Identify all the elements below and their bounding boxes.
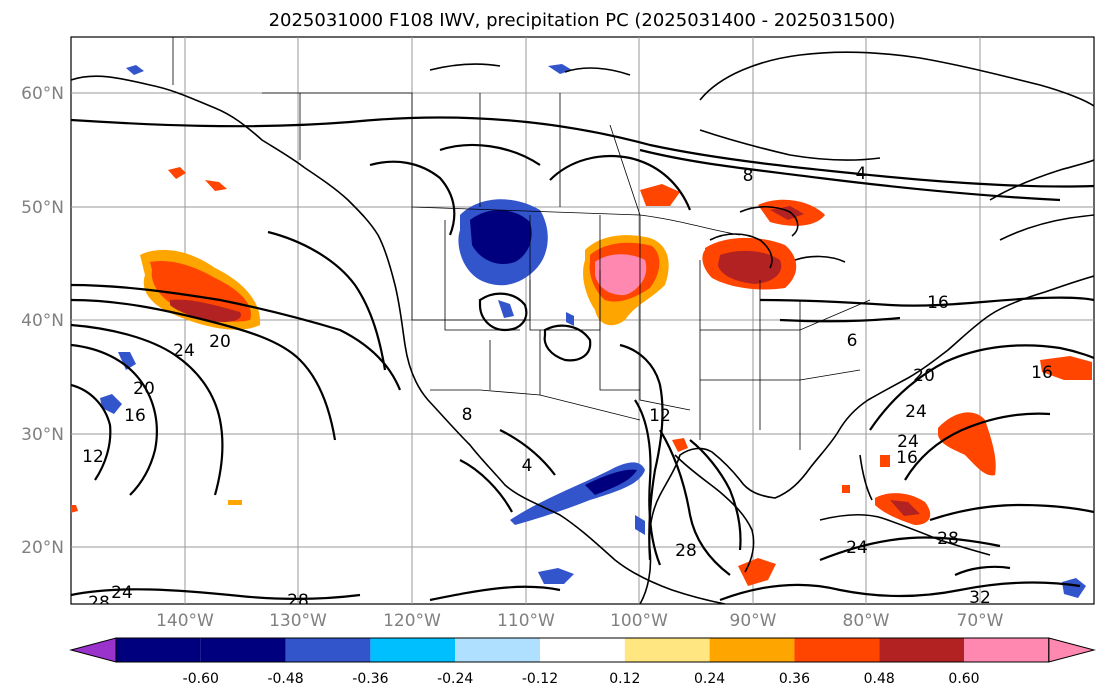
- graticule: [71, 37, 1094, 604]
- colorbar-swatch: [540, 638, 625, 662]
- colorbar-swatch: [879, 638, 964, 662]
- colorbar-label: -0.24: [437, 671, 473, 687]
- precip-positive-great-lakes: [702, 199, 825, 290]
- contour-labels: 24 20 20 16 12 24 28 28 8 4 16 16 6 20 2…: [82, 164, 1053, 613]
- colorbar-swatch: [624, 638, 710, 662]
- lon-label: 140°W: [156, 611, 214, 631]
- contour-label: 24: [905, 402, 927, 422]
- colorbar-swatch: [964, 638, 1049, 662]
- lon-label: 120°W: [383, 611, 441, 631]
- contour-label: 28: [937, 529, 959, 549]
- contour-label: 20: [209, 332, 231, 352]
- colorbar-label: 0.12: [609, 671, 640, 687]
- colorbar-swatch: [709, 638, 795, 662]
- contour-label: 12: [82, 447, 104, 467]
- colorbar-extend-low: [69, 637, 117, 663]
- lon-label: 130°W: [269, 611, 327, 631]
- contour-label: 4: [856, 164, 867, 184]
- colorbar-swatch: [116, 638, 201, 662]
- contour-label: 20: [133, 379, 155, 399]
- contour-label: 28: [88, 593, 110, 613]
- colorbar-label: 0.60: [948, 671, 979, 687]
- colorbar: -0.60 -0.48 -0.36 -0.24 -0.12 0.12 0.24 …: [69, 637, 1096, 687]
- colorbar-label: -0.60: [183, 671, 219, 687]
- borders: [172, 37, 871, 450]
- contour-label: 20: [913, 366, 935, 386]
- colorbar-swatch: [794, 638, 880, 662]
- precip-negative-northwest: [100, 64, 574, 414]
- lon-label: 70°W: [957, 611, 1004, 631]
- coastlines: [71, 51, 1094, 604]
- colorbar-outline: [115, 637, 1050, 663]
- map-content: 24 20 20 16 12 24 28 28 8 4 16 16 6 20 2…: [71, 37, 1094, 613]
- lon-label: 110°W: [497, 611, 555, 631]
- contour-label: 24: [111, 583, 133, 603]
- lon-label: 90°W: [730, 611, 777, 631]
- colorbar-label: -0.36: [352, 671, 388, 687]
- contour-label: 12: [649, 406, 671, 426]
- lat-label: 50°N: [21, 198, 64, 218]
- latitude-labels: 60°N 50°N 40°N 30°N 20°N: [21, 84, 64, 558]
- precip-positive-plains: [583, 184, 680, 326]
- lon-label: 80°W: [843, 611, 890, 631]
- contour-label: 16: [927, 293, 949, 313]
- contour-label: 24: [897, 432, 919, 452]
- contour-label: 16: [1031, 363, 1053, 383]
- contour-label: 4: [522, 456, 533, 476]
- contour-label: 24: [173, 341, 195, 361]
- lat-label: 20°N: [21, 538, 64, 558]
- colorbar-extend-high: [1048, 637, 1096, 663]
- colorbar-label: 0.24: [694, 671, 725, 687]
- precip-negative-mexico: [510, 462, 1086, 598]
- colorbar-label: -0.48: [267, 671, 303, 687]
- lat-label: 30°N: [21, 425, 64, 445]
- colorbar-label: -0.12: [522, 671, 558, 687]
- lat-label: 40°N: [21, 311, 64, 331]
- contour-label: 28: [287, 591, 309, 611]
- precip-positive-southeast: [672, 356, 1092, 586]
- iwv-contours: [71, 116, 1094, 602]
- contour-label: 16: [896, 448, 918, 468]
- contour-label: 24: [846, 538, 868, 558]
- lat-label: 60°N: [21, 84, 64, 104]
- colorbar-swatch: [285, 638, 371, 662]
- contour-label: 32: [969, 588, 991, 608]
- longitude-labels: 140°W 130°W 120°W 110°W 100°W 90°W 80°W …: [156, 611, 1004, 631]
- precip-positive-west-pacific: [71, 167, 261, 513]
- map-title: 2025031000 F108 IWV, precipitation PC (2…: [269, 10, 896, 31]
- contour-label: 6: [847, 331, 858, 351]
- contour-label: 28: [675, 541, 697, 561]
- colorbar-label: 0.36: [779, 671, 810, 687]
- contour-label: 8: [743, 166, 754, 186]
- colorbar-label: 0.48: [864, 671, 895, 687]
- contour-label: 16: [124, 406, 146, 426]
- colorbar-swatch: [455, 638, 540, 662]
- contour-label: 8: [462, 405, 473, 425]
- colorbar-swatch: [200, 638, 286, 662]
- colorbar-swatch: [370, 638, 456, 662]
- lon-label: 100°W: [610, 611, 668, 631]
